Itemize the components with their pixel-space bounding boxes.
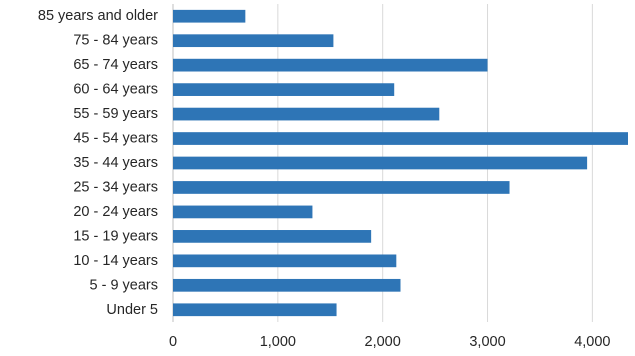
- bar-35-44-years: [173, 156, 588, 170]
- x-tick-label: 3,000: [469, 334, 505, 350]
- x-tick-label: 0: [169, 334, 177, 350]
- category-label: 15 - 19 years: [73, 228, 158, 244]
- bar-5-9-years: [173, 278, 401, 292]
- category-label: 5 - 9 years: [90, 277, 159, 293]
- bars: [173, 9, 628, 317]
- category-label: 60 - 64 years: [73, 82, 158, 98]
- bar-under-5: [173, 303, 337, 317]
- bar-55-59-years: [173, 107, 440, 121]
- bar-85-years-and-older: [173, 9, 246, 23]
- category-label: 20 - 24 years: [73, 204, 158, 220]
- bar-65-74-years: [173, 58, 488, 72]
- category-label: 65 - 74 years: [73, 57, 158, 73]
- category-label: 55 - 59 years: [73, 106, 158, 122]
- bar-60-64-years: [173, 83, 395, 96]
- category-label: 10 - 14 years: [73, 253, 158, 269]
- bar-10-14-years: [173, 254, 397, 268]
- bar-45-54-years: [173, 132, 628, 145]
- bar-75-84-years: [173, 34, 334, 48]
- bar-20-24-years: [173, 205, 313, 219]
- category-label: 35 - 44 years: [73, 155, 158, 171]
- bar-25-34-years: [173, 181, 510, 194]
- value-axis-labels: 0 1,000 2,000 3,000 4,000: [169, 334, 611, 350]
- bar-15-19-years: [173, 230, 372, 243]
- category-label: 85 years and older: [38, 8, 158, 24]
- x-tick-label: 1,000: [260, 334, 296, 350]
- category-axis-labels: 85 years and older 75 - 84 years 65 - 74 y…: [38, 8, 158, 318]
- category-label: 45 - 54 years: [73, 131, 158, 147]
- x-tick-label: 2,000: [365, 334, 401, 350]
- category-label: 75 - 84 years: [73, 33, 158, 49]
- x-tick-label: 4,000: [574, 334, 610, 350]
- category-label: 25 - 34 years: [73, 179, 158, 195]
- category-label: Under 5: [106, 302, 158, 318]
